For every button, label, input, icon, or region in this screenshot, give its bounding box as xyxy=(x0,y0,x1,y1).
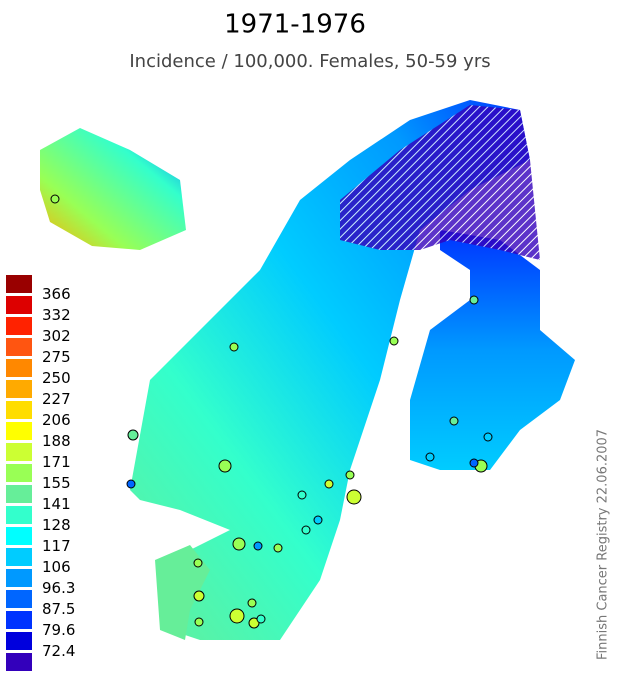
legend-swatch xyxy=(6,464,32,482)
legend-swatch xyxy=(6,632,32,650)
site-marker xyxy=(483,432,493,442)
site-marker xyxy=(229,342,239,352)
sites xyxy=(50,194,493,629)
site-marker xyxy=(218,459,232,473)
legend-swatch xyxy=(6,296,32,314)
site-marker xyxy=(50,194,60,204)
site-marker xyxy=(297,490,307,500)
legend-label: 155 xyxy=(42,474,71,492)
legend-swatch xyxy=(6,590,32,608)
legend-swatch xyxy=(6,443,32,461)
legend-label: 332 xyxy=(42,306,71,324)
legend-label: 302 xyxy=(42,327,71,345)
title: 1971-1976 xyxy=(224,10,366,40)
site-marker xyxy=(425,452,435,462)
finland xyxy=(410,230,575,470)
legend-swatch xyxy=(6,527,32,545)
site-marker xyxy=(232,537,246,551)
site-marker xyxy=(324,479,334,489)
denmark xyxy=(155,545,210,640)
legend-label: 227 xyxy=(42,390,71,408)
site-marker xyxy=(449,416,459,426)
legend-swatch xyxy=(6,422,32,440)
legend-swatch xyxy=(6,569,32,587)
legend-swatch xyxy=(6,317,32,335)
legend-swatch xyxy=(6,338,32,356)
legend-swatch xyxy=(6,506,32,524)
legend-swatch xyxy=(6,548,32,566)
legend-label: 96.3 xyxy=(42,579,75,597)
subtitle: Incidence / 100,000. Females, 50-59 yrs xyxy=(129,51,490,72)
site-marker xyxy=(469,295,479,305)
legend-swatch xyxy=(6,653,32,671)
legend-label: 117 xyxy=(42,537,71,555)
site-marker xyxy=(247,598,257,608)
site-marker xyxy=(345,470,355,480)
credit: Finnish Cancer Registry 22.06.2007 xyxy=(596,429,611,660)
map-regions xyxy=(40,100,575,640)
legend-swatch xyxy=(6,359,32,377)
site-marker xyxy=(193,590,205,602)
site-marker xyxy=(273,543,283,553)
scandinavia xyxy=(130,100,530,640)
legend-label: 72.4 xyxy=(42,642,75,660)
site-marker xyxy=(193,558,203,568)
site-marker xyxy=(313,515,323,525)
legend-swatch xyxy=(6,380,32,398)
hatched-north xyxy=(340,105,540,260)
legend-label: 250 xyxy=(42,369,71,387)
legend-label: 106 xyxy=(42,558,71,576)
site-marker xyxy=(127,429,139,441)
legend-label: 79.6 xyxy=(42,621,75,639)
site-marker xyxy=(301,525,311,535)
site-marker xyxy=(229,608,245,624)
site-marker xyxy=(253,541,263,551)
legend-label: 171 xyxy=(42,453,71,471)
iceland xyxy=(40,128,186,250)
legend-label: 141 xyxy=(42,495,71,513)
legend-swatch xyxy=(6,485,32,503)
legend-label: 275 xyxy=(42,348,71,366)
legend-swatch xyxy=(6,611,32,629)
legend-label: 128 xyxy=(42,516,71,534)
site-marker xyxy=(469,458,479,468)
legend-swatch xyxy=(6,275,32,293)
legend-label: 366 xyxy=(42,285,71,303)
site-marker xyxy=(346,489,362,505)
site-marker xyxy=(194,617,204,627)
legend-label: 188 xyxy=(42,432,71,450)
site-marker xyxy=(389,336,399,346)
legend: 366 332 302 275 250 227 206 188 171 155 141 128 117 1… xyxy=(6,275,75,671)
legend-label: 206 xyxy=(42,411,71,429)
site-marker xyxy=(256,614,266,624)
site-marker xyxy=(126,479,136,489)
legend-swatch xyxy=(6,401,32,419)
legend-label: 87.5 xyxy=(42,600,75,618)
